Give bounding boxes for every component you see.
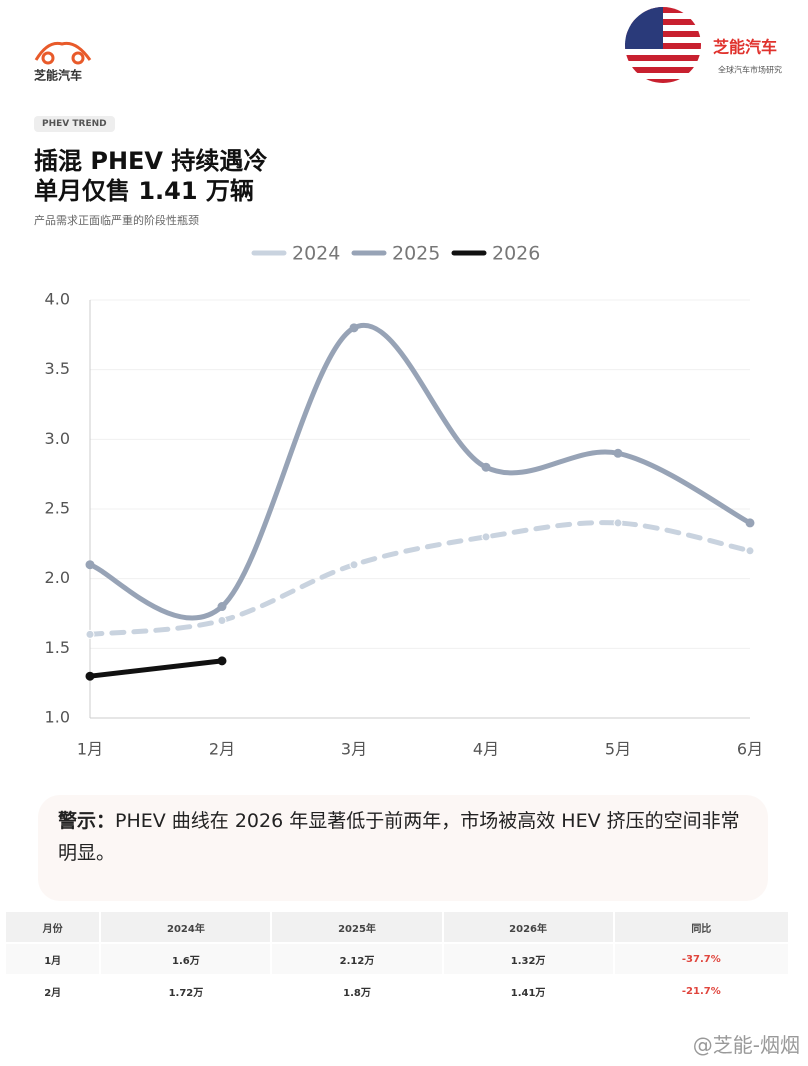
- point: [85, 629, 95, 639]
- header-cell: 同比: [614, 912, 788, 942]
- series-line: [87, 520, 753, 637]
- point: [613, 448, 623, 458]
- brand-sub: 全球汽车市场研究: [718, 65, 782, 75]
- point: [85, 560, 95, 570]
- y-tick-label: 3.0: [45, 429, 70, 448]
- cell: 1.8万: [343, 987, 371, 999]
- title-line: 插混 PHEV 持续遇冷: [34, 147, 268, 175]
- warning-text: PHEV 曲线在 2026 年显著低于前两年，市场被高效 HEV 挤压的空间非常…: [58, 810, 740, 864]
- point: [613, 518, 623, 528]
- y-tick-label: 1.5: [45, 638, 70, 657]
- cell: 1.72万: [168, 987, 204, 999]
- x-tick-label: 3月: [341, 740, 367, 759]
- point: [481, 532, 491, 542]
- point: [481, 462, 491, 472]
- table-row: 1月 1.6万 2.12万 1.32万 -37.7%: [6, 944, 788, 974]
- tag: PHEV TREND: [34, 116, 115, 132]
- cell: 1.41万: [510, 987, 546, 999]
- cell: -37.7%: [614, 944, 788, 974]
- legend-label: 2024: [292, 243, 340, 265]
- x-tick-label: 1月: [77, 740, 103, 759]
- warning: 警示：PHEV 曲线在 2026 年显著低于前两年，市场被高效 HEV 挤压的空…: [38, 795, 768, 901]
- cell: -21.7%: [681, 985, 721, 997]
- header-cell: 2026年: [443, 912, 613, 942]
- cell: 1.32万: [443, 944, 613, 974]
- y-tick-label: 2.0: [45, 568, 70, 587]
- cell: 2.12万: [272, 944, 442, 974]
- brand: 芝能汽车: [713, 38, 777, 57]
- cell: 1.6万: [101, 944, 271, 974]
- x-tick-label: 2月: [209, 740, 235, 759]
- warning-prefix: 警示：: [58, 810, 116, 832]
- header-cell: 2025年: [272, 912, 442, 942]
- point: [745, 546, 755, 556]
- x-tick-label: 4月: [473, 740, 499, 759]
- point: [217, 615, 227, 625]
- x-tick-label: 5月: [605, 740, 631, 759]
- table: 月份 2024年 2025年 2026年 同比 1月 1.6万 2.12万 1.32万 -37.7…: [4, 910, 790, 1008]
- logo-text: 芝能汽车: [34, 68, 82, 83]
- table-row: 2月 1.72万 1.8万 1.41万 -21.7%: [6, 976, 788, 1006]
- series-line: [87, 658, 225, 679]
- table-header: 月份 2024年 2025年 2026年 同比: [6, 912, 788, 942]
- cell: 1月: [6, 944, 100, 974]
- legend-label: 2026: [492, 243, 540, 265]
- chart: 1.0 1.5 2.0 2.5 3.0 3.5 4.0 1月 2月 3月 4月 5月 6月 2024 202…: [45, 243, 764, 759]
- point: [745, 518, 755, 528]
- header-cell: 月份: [6, 912, 100, 942]
- title: 插混 PHEV 持续遇冷 单月仅售 1.41 万辆: [34, 146, 267, 206]
- watermark: @芝能-烟烟: [692, 1033, 800, 1057]
- legend-label: 2025: [392, 243, 440, 265]
- y-tick-label: 4.0: [45, 290, 70, 309]
- cell: 2月: [44, 987, 62, 999]
- point: [217, 602, 227, 612]
- subtitle: 产品需求正面临严重的阶段性瓶颈: [34, 214, 199, 227]
- title-line: 单月仅售 1.41 万辆: [34, 177, 254, 205]
- y-tick-label: 2.5: [45, 499, 70, 518]
- y-tick-label: 3.5: [45, 359, 70, 378]
- logo-icon: [34, 41, 92, 65]
- y-tick-label: 1.0: [45, 708, 70, 727]
- flag: [625, 7, 701, 83]
- point: [349, 560, 359, 570]
- x-tick-label: 6月: [737, 740, 763, 759]
- header-cell: 2024年: [101, 912, 271, 942]
- point: [217, 656, 227, 666]
- point: [85, 671, 95, 681]
- point: [349, 323, 359, 333]
